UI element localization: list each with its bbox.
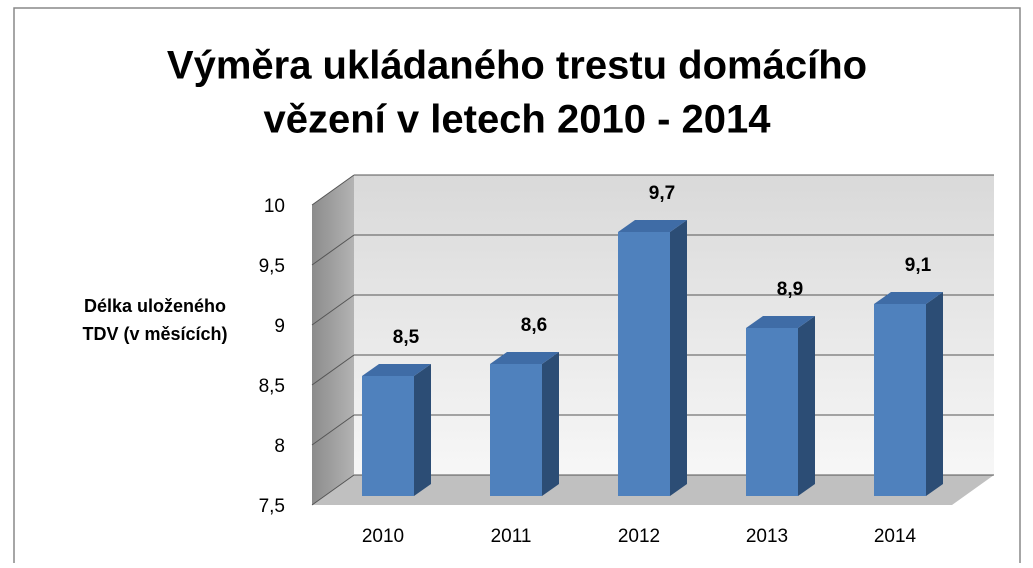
data-label: 9,1 bbox=[905, 255, 932, 276]
grid-line bbox=[311, 234, 355, 266]
y-tick-label: 9 bbox=[274, 316, 285, 337]
bar-side bbox=[542, 352, 559, 496]
chart-title: vězení v letech 2010 - 2014 bbox=[264, 98, 772, 142]
bar bbox=[618, 232, 670, 496]
data-label: 9,7 bbox=[649, 183, 675, 204]
y-tick-label: 7,5 bbox=[259, 496, 285, 517]
grid-line bbox=[311, 294, 355, 326]
chart-border bbox=[13, 7, 1021, 563]
x-tick-label: 2013 bbox=[746, 526, 788, 547]
y-tick-label: 10 bbox=[264, 196, 285, 217]
y-axis-label: Délka uloženého bbox=[84, 296, 226, 316]
x-tick-label: 2014 bbox=[874, 526, 917, 547]
bar bbox=[746, 328, 798, 496]
grid-line bbox=[311, 474, 355, 506]
data-label: 8,6 bbox=[521, 315, 547, 336]
y-tick-label: 8 bbox=[274, 436, 285, 457]
x-tick-label: 2012 bbox=[618, 526, 660, 547]
bar-side bbox=[798, 316, 815, 496]
chart-title: Výměra ukládaného trestu domácího bbox=[167, 44, 867, 88]
bar-side bbox=[414, 364, 431, 496]
bar-top bbox=[746, 316, 815, 328]
y-axis-label: TDV (v měsících) bbox=[82, 324, 227, 344]
data-label: 8,9 bbox=[777, 279, 803, 300]
data-label: 8,5 bbox=[393, 327, 420, 348]
bar-top bbox=[874, 292, 943, 304]
y-tick-label: 8,5 bbox=[259, 376, 285, 397]
bar-top bbox=[618, 220, 687, 232]
grid-line bbox=[311, 174, 355, 206]
bar bbox=[490, 364, 542, 496]
bar bbox=[874, 304, 926, 496]
bar-top bbox=[362, 364, 431, 376]
bar-side bbox=[926, 292, 943, 496]
grid-line bbox=[311, 414, 355, 446]
side-wall bbox=[312, 175, 354, 505]
x-tick-label: 2010 bbox=[362, 526, 404, 547]
x-tick-label: 2011 bbox=[491, 526, 532, 547]
y-tick-label: 9,5 bbox=[259, 256, 285, 277]
bar-top bbox=[490, 352, 559, 364]
bar-side bbox=[670, 220, 687, 496]
grid-line bbox=[311, 354, 355, 386]
bar bbox=[362, 376, 414, 496]
